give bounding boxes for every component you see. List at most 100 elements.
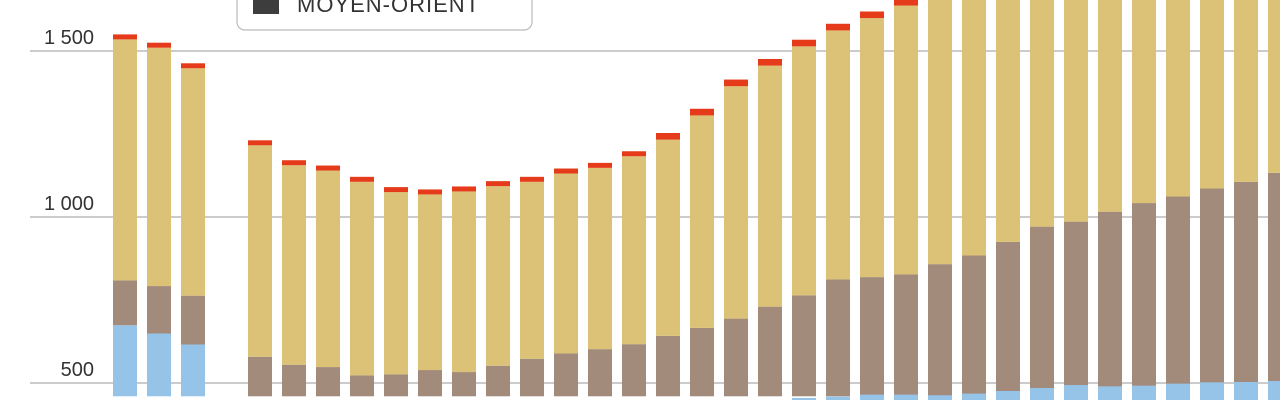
- bar-segment: [554, 353, 578, 397]
- bar-segment: [316, 170, 340, 368]
- bar-segment: [860, 11, 884, 19]
- bar-segment: [826, 396, 850, 400]
- bar-segment: [1064, 0, 1088, 222]
- bar-segment: [147, 286, 171, 334]
- bar-segment: [792, 397, 816, 400]
- legend-label: MOYEN-ORIENT: [297, 0, 480, 17]
- bar-segment: [452, 191, 476, 373]
- legend-swatch: [253, 0, 279, 14]
- bar-segment: [113, 34, 137, 40]
- bars: [113, 0, 1280, 400]
- bar-segment: [418, 370, 442, 397]
- bar-segment: [181, 344, 205, 397]
- bar-segment: [1234, 0, 1258, 182]
- bar-segment: [520, 181, 544, 359]
- bar-segment: [452, 186, 476, 192]
- bar-segment: [588, 349, 612, 397]
- bar-segment: [1132, 203, 1156, 397]
- bar-segment: [181, 295, 205, 345]
- bar-segment: [147, 47, 171, 287]
- bar-segment: [860, 18, 884, 278]
- bar-segment: [724, 79, 748, 87]
- bar-segment: [792, 39, 816, 47]
- bar-segment: [1200, 0, 1224, 189]
- bar-segment: [316, 165, 340, 171]
- bar-segment: [656, 335, 680, 397]
- bar-segment: [1098, 0, 1122, 212]
- y-tick-label: 500: [61, 359, 94, 381]
- bar-segment: [248, 356, 272, 397]
- y-tick-label: 1 000: [44, 193, 94, 215]
- bar-segment: [724, 86, 748, 319]
- legend-box: [236, 0, 533, 31]
- bar-segment: [1064, 384, 1088, 400]
- bar-segment: [1132, 0, 1156, 204]
- bar-segment: [350, 181, 374, 376]
- y-tick-label: 1 500: [44, 27, 94, 49]
- bar-segment: [282, 165, 306, 365]
- bar-segment: [384, 192, 408, 375]
- bar-segment: [894, 394, 918, 400]
- bar-segment: [181, 63, 205, 69]
- bar-segment: [758, 65, 782, 307]
- bar-segment: [622, 151, 646, 157]
- bar-segment: [1200, 382, 1224, 400]
- bar-segment: [758, 58, 782, 66]
- bar-segment: [113, 325, 137, 397]
- bar-segment: [248, 145, 272, 357]
- gridlines: [30, 50, 1280, 384]
- bar-segment: [690, 108, 714, 116]
- bar-segment: [1098, 211, 1122, 397]
- bar-segment: [1166, 383, 1190, 400]
- bar-segment: [690, 327, 714, 397]
- bar-segment: [894, 274, 918, 397]
- bar-segment: [113, 39, 137, 281]
- bar-segment: [1234, 181, 1258, 397]
- bar-segment: [1166, 0, 1190, 197]
- bar-segment: [996, 0, 1020, 242]
- bar-segment: [826, 279, 850, 397]
- bar-segment: [860, 394, 884, 400]
- bar-segment: [962, 393, 986, 400]
- bar-segment: [1268, 0, 1280, 173]
- bar-segment: [1132, 385, 1156, 400]
- bar-segment: [384, 187, 408, 193]
- bar-segment: [792, 46, 816, 296]
- bar-segment: [1030, 0, 1054, 227]
- bar-segment: [826, 23, 850, 31]
- bar-segment: [622, 156, 646, 345]
- legend: MOYEN-ORIENT: [236, 0, 533, 31]
- bar-segment: [860, 277, 884, 397]
- bar-segment: [350, 176, 374, 182]
- bar-segment: [1030, 226, 1054, 397]
- bar-segment: [1166, 196, 1190, 397]
- bar-segment: [690, 115, 714, 328]
- bar-segment: [1268, 381, 1280, 400]
- bar-segment: [758, 306, 782, 397]
- bar-segment: [1200, 188, 1224, 397]
- bar-segment: [894, 0, 918, 6]
- bar-segment: [1268, 172, 1280, 397]
- bar-segment: [181, 68, 205, 296]
- bar-segment: [656, 139, 680, 336]
- bar-segment: [418, 189, 442, 195]
- bar-segment: [554, 173, 578, 354]
- bar-segment: [486, 181, 510, 187]
- bar-segment: [962, 255, 986, 397]
- bar-segment: [486, 186, 510, 366]
- bar-segment: [418, 194, 442, 371]
- bar-segment: [486, 365, 510, 397]
- bar-segment: [520, 176, 544, 182]
- bar-segment: [928, 395, 952, 400]
- bar-segment: [724, 318, 748, 397]
- bar-segment: [520, 358, 544, 397]
- y-axis: 500 1 000 1 500: [44, 27, 94, 381]
- bar-segment: [588, 162, 612, 168]
- bar-segment: [1234, 382, 1258, 400]
- bar-segment: [1098, 386, 1122, 400]
- bar-segment: [622, 344, 646, 397]
- bar-segment: [1064, 221, 1088, 397]
- bar-segment: [384, 374, 408, 397]
- bar-segment: [588, 167, 612, 350]
